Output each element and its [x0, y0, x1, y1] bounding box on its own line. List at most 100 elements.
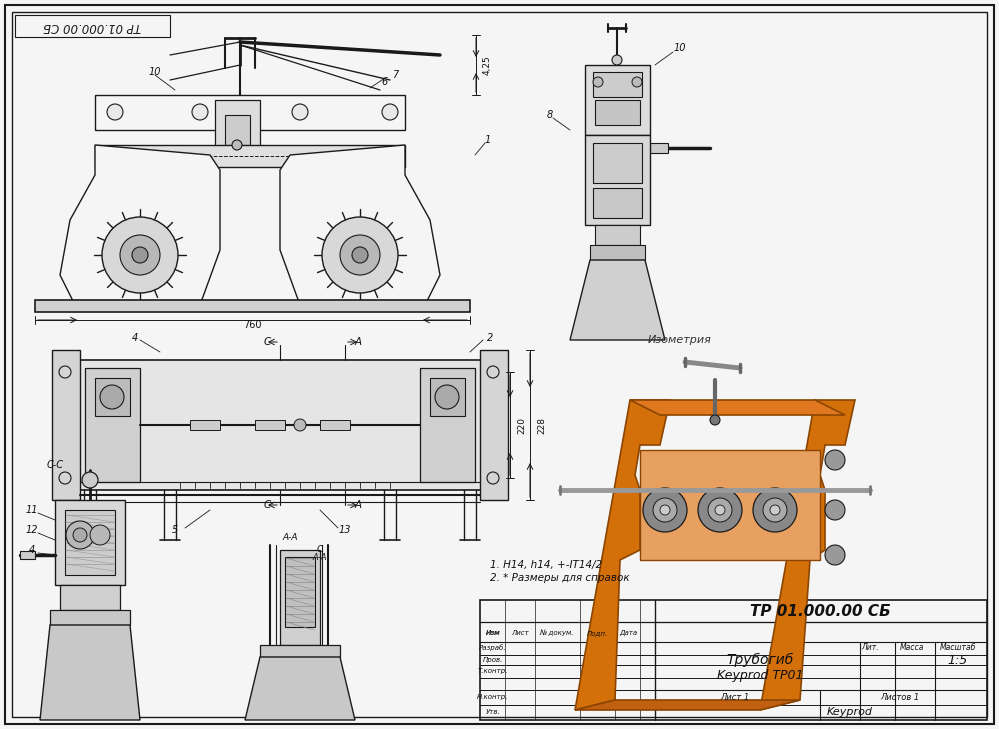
Bar	[50, 610, 130, 625]
Polygon shape	[575, 400, 670, 710]
Text: 1. Н14, h14, +-IT14/2: 1. Н14, h14, +-IT14/2	[490, 560, 602, 570]
Bar	[650, 143, 668, 153]
Bar	[190, 420, 220, 430]
Circle shape	[73, 528, 87, 542]
Bar	[65, 510, 115, 575]
Text: 13: 13	[339, 525, 352, 535]
Circle shape	[120, 235, 160, 275]
Circle shape	[192, 104, 208, 120]
Text: Ном: Ном	[486, 630, 500, 636]
Bar	[430, 378, 465, 416]
Text: Лист: Лист	[511, 630, 528, 636]
Bar	[595, 100, 640, 125]
Bar	[260, 645, 340, 657]
Circle shape	[100, 385, 124, 409]
Circle shape	[770, 505, 780, 515]
Text: Н.контр.: Н.контр.	[478, 694, 508, 700]
Text: 2: 2	[487, 333, 494, 343]
Text: Утв.: Утв.	[486, 709, 500, 715]
Circle shape	[382, 104, 398, 120]
Circle shape	[132, 247, 148, 263]
Circle shape	[593, 77, 603, 87]
Bar	[60, 360, 500, 490]
Polygon shape	[630, 400, 845, 415]
Bar	[480, 600, 987, 720]
Text: Листов 1: Листов 1	[880, 693, 920, 701]
Text: 10: 10	[673, 43, 686, 53]
Circle shape	[82, 472, 98, 488]
Bar	[95, 378, 130, 416]
Text: Дата: Дата	[619, 630, 637, 636]
Circle shape	[763, 498, 787, 522]
Text: A: A	[355, 337, 362, 347]
Bar	[20, 551, 35, 559]
Circle shape	[107, 104, 123, 120]
Bar	[255, 420, 285, 430]
Text: 7: 7	[392, 70, 399, 80]
Text: Пров.: Пров.	[483, 657, 503, 663]
Bar	[595, 225, 640, 245]
Bar	[95, 95, 405, 130]
Bar	[280, 550, 320, 645]
Circle shape	[102, 217, 178, 293]
Text: C: C	[264, 337, 271, 347]
Text: 228: 228	[537, 416, 546, 434]
Bar	[320, 420, 350, 430]
Text: ТР 01.000.00 СБ: ТР 01.000.00 СБ	[43, 20, 141, 33]
Text: 220: 220	[517, 416, 526, 434]
Bar	[590, 245, 645, 260]
Bar	[215, 100, 260, 160]
Polygon shape	[245, 657, 355, 720]
Bar	[593, 188, 642, 218]
Text: 6: 6	[382, 77, 389, 87]
Text: 5: 5	[172, 525, 178, 535]
Bar	[15, 15, 170, 37]
Circle shape	[715, 505, 725, 515]
Circle shape	[435, 385, 459, 409]
Polygon shape	[570, 260, 665, 340]
Bar	[420, 368, 475, 482]
Bar	[585, 65, 650, 135]
Polygon shape	[60, 145, 220, 305]
Text: № докум.: № докум.	[539, 630, 574, 636]
Circle shape	[292, 104, 308, 120]
Text: A-A: A-A	[283, 532, 298, 542]
Text: 1:5: 1:5	[948, 653, 968, 666]
Bar	[480, 350, 508, 500]
Circle shape	[232, 140, 242, 150]
Text: 11: 11	[26, 505, 38, 515]
Circle shape	[612, 55, 622, 65]
Circle shape	[322, 217, 398, 293]
Bar	[225, 115, 250, 145]
Bar	[35, 300, 470, 312]
Text: Лит.: Лит.	[861, 644, 879, 652]
Text: Keyprod ТР01: Keyprod ТР01	[716, 668, 803, 682]
Bar	[55, 500, 125, 585]
Text: 4: 4	[132, 333, 138, 343]
Polygon shape	[40, 625, 140, 720]
Text: Лист 1: Лист 1	[720, 693, 749, 701]
Circle shape	[66, 521, 94, 549]
Circle shape	[708, 498, 732, 522]
Text: ТР 01.000.00 СБ: ТР 01.000.00 СБ	[749, 604, 890, 620]
Text: 1: 1	[485, 135, 492, 145]
Text: C-C: C-C	[47, 460, 64, 470]
Text: Разраб.: Разраб.	[480, 644, 506, 652]
Bar	[85, 368, 140, 482]
Circle shape	[753, 488, 797, 532]
Text: Изометрия: Изометрия	[648, 335, 712, 345]
Text: Масштаб: Масштаб	[940, 644, 976, 652]
Circle shape	[653, 498, 677, 522]
Polygon shape	[575, 700, 800, 710]
Text: Изм: Изм	[486, 630, 500, 636]
Text: C: C	[317, 545, 323, 555]
Circle shape	[90, 525, 110, 545]
Bar	[95, 145, 405, 167]
Text: 760: 760	[243, 320, 262, 330]
Text: A: A	[355, 500, 362, 510]
Text: 12: 12	[26, 525, 38, 535]
Circle shape	[632, 77, 642, 87]
Polygon shape	[35, 95, 470, 310]
Polygon shape	[280, 145, 440, 305]
Text: Keyprod: Keyprod	[827, 707, 873, 717]
